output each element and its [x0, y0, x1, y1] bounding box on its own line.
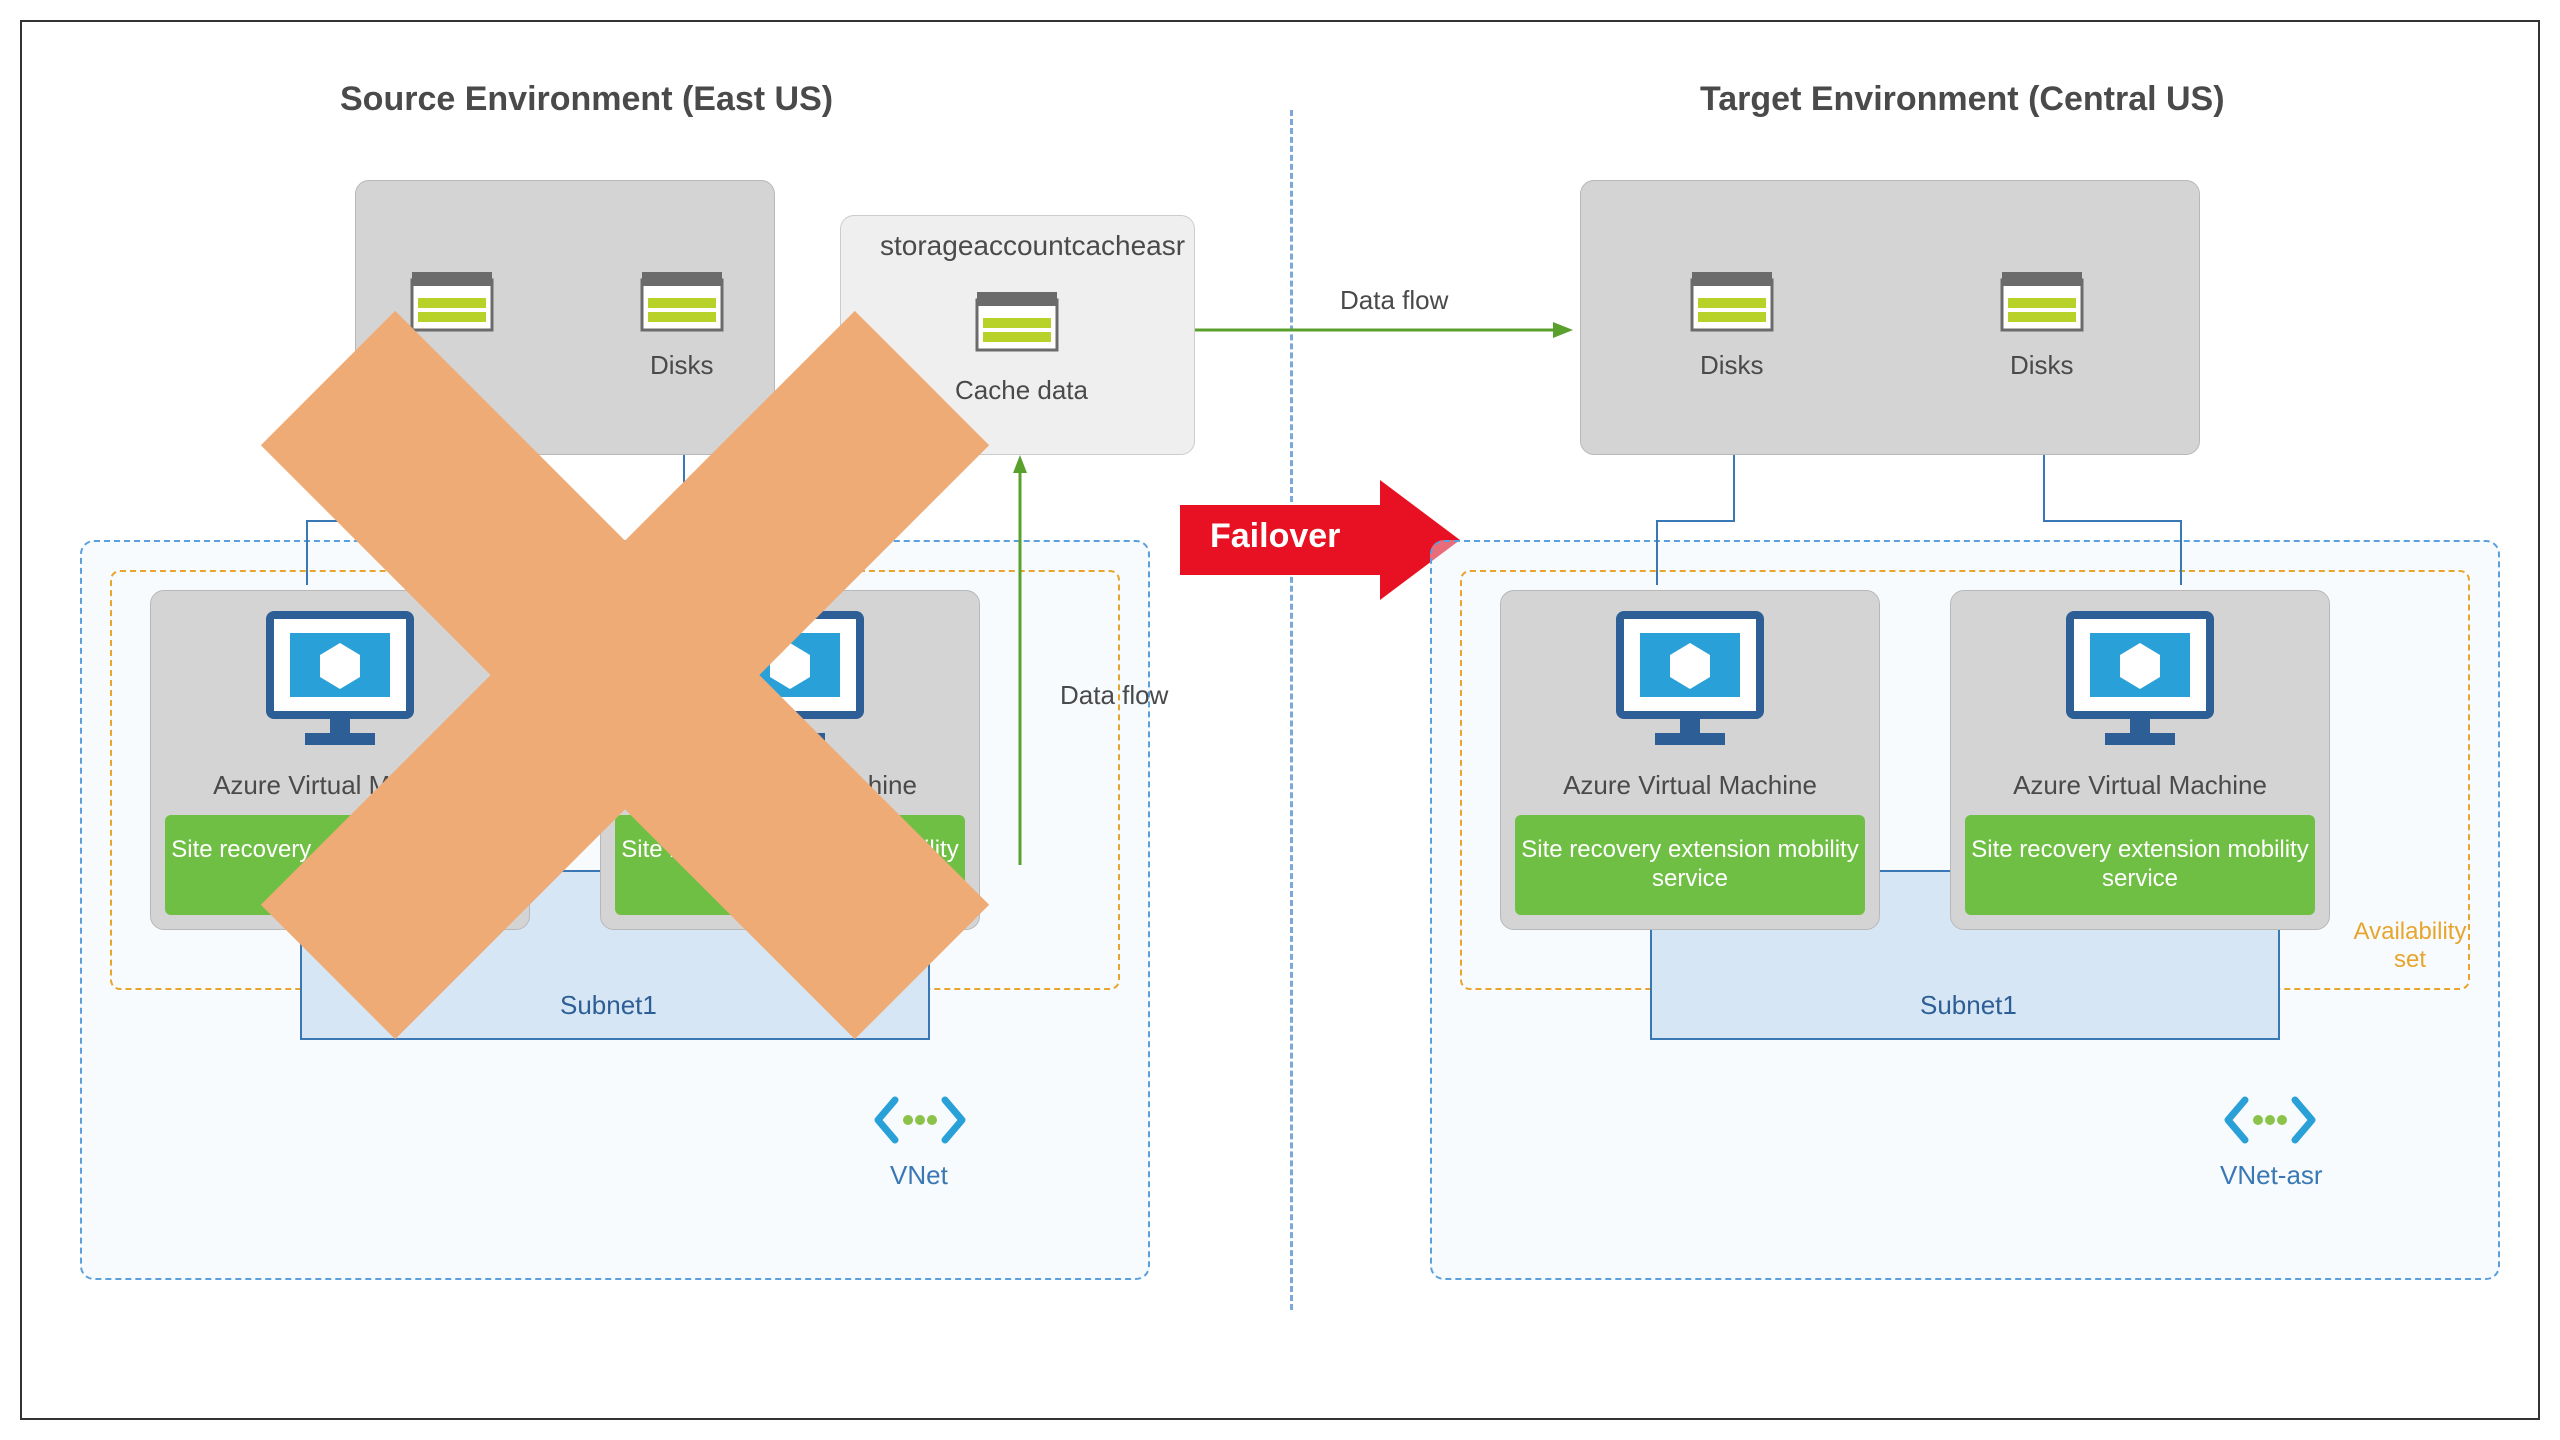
target-availset-label: Availability set — [2345, 918, 2475, 974]
vm-monitor-icon — [2060, 605, 2220, 755]
dataflow-cache-to-target-label: Data flow — [1340, 285, 1448, 316]
vnet-icon — [2220, 1090, 2320, 1150]
source-vm1-ext: Site recovery extension mobility service — [165, 815, 515, 915]
target-title: Target Environment (Central US) — [1700, 80, 2225, 119]
connector-line — [1656, 520, 1735, 522]
source-vm2-ext: Site recovery extension mobility service — [615, 815, 965, 915]
connector-line — [2043, 520, 2182, 522]
failover-label: Failover — [1210, 517, 1340, 556]
target-subnet-label: Subnet1 — [1920, 990, 2017, 1021]
vm-monitor-icon — [1610, 605, 1770, 755]
disk-icon — [975, 290, 1059, 352]
connector-line — [306, 520, 455, 522]
vnet-icon — [870, 1090, 970, 1150]
vm-monitor-icon — [260, 605, 420, 755]
connector-line — [2180, 520, 2182, 585]
cache-label: Cache data — [955, 375, 1088, 406]
target-vm2-ext: Site recovery extension mobility service — [1965, 815, 2315, 915]
target-vm1-label: Azure Virtual Machine — [1500, 770, 1880, 801]
source-vm2-label: Azure Virtual Machine — [600, 770, 980, 801]
disk-icon — [410, 270, 494, 332]
target-vm1-ext: Site recovery extension mobility service — [1515, 815, 1865, 915]
connector-line — [1656, 520, 1658, 585]
disk-icon — [640, 270, 724, 332]
target-vnet-label: VNet-asr — [2220, 1160, 2323, 1191]
connector-line — [1733, 455, 1735, 520]
dataflow-cache-to-target-arrow — [1195, 310, 1575, 350]
source-subnet-label: Subnet1 — [560, 990, 657, 1021]
dataflow-vm-to-cache-label: Data flow — [1060, 680, 1168, 711]
source-title: Source Environment (East US) — [340, 80, 833, 119]
disk-icon — [1690, 270, 1774, 332]
vm-monitor-icon — [710, 605, 870, 755]
region-divider — [1290, 110, 1293, 1310]
source-vnet-label: VNet — [890, 1160, 948, 1191]
source-vm1-label: Azure Virtual Machine — [150, 770, 530, 801]
connector-line — [830, 520, 832, 585]
connector-line — [683, 520, 832, 522]
target-disks-container — [1580, 180, 2200, 455]
source-disks-label: Disks — [650, 350, 714, 381]
target-vm2-label: Azure Virtual Machine — [1950, 770, 2330, 801]
connector-line — [306, 520, 308, 585]
cache-title: storageaccountcacheasr — [880, 230, 1185, 262]
disk-icon — [2000, 270, 2084, 332]
connector-line — [2043, 455, 2045, 520]
target-disk1-label: Disks — [1700, 350, 1764, 381]
dataflow-vm-to-cache-arrow — [980, 455, 1060, 875]
target-disk2-label: Disks — [2010, 350, 2074, 381]
